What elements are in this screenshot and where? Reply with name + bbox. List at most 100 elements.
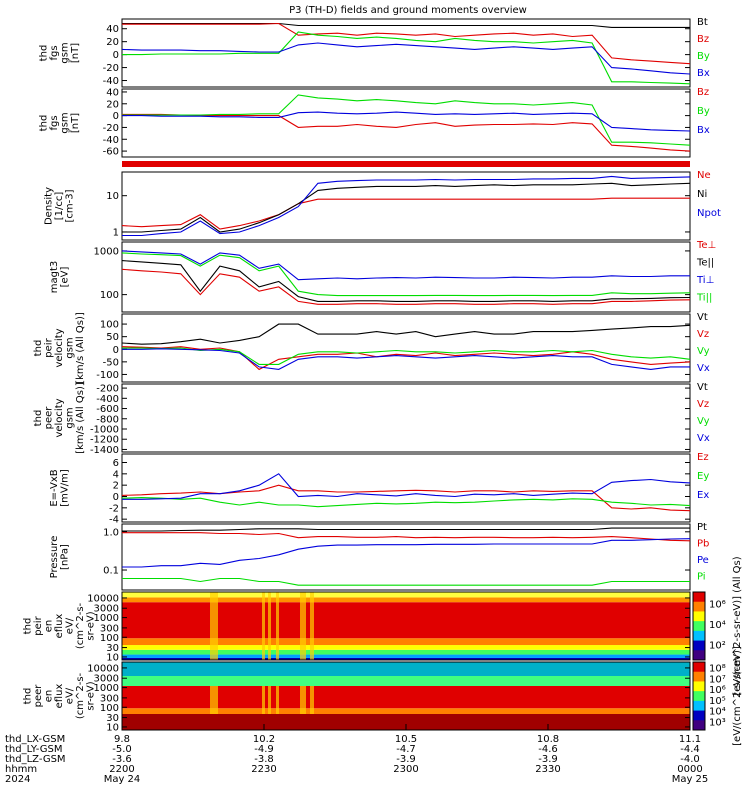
y-axis-label: thd: [33, 340, 44, 357]
y-axis-label: Density: [44, 187, 55, 225]
spectrogram-stripe: [210, 592, 218, 660]
colorbar-segment: [693, 662, 705, 673]
y-tick-label: 10000: [87, 663, 119, 674]
plot-title: P3 (TH-D) fields and ground moments over…: [289, 5, 527, 16]
x-row-label: 2024: [5, 774, 30, 785]
y-tick-label: -1200: [90, 435, 119, 446]
x-row-label: thd_LX-GSM: [5, 734, 65, 745]
spectrogram-stripe: [310, 662, 314, 730]
colorbar-segment: [693, 691, 705, 702]
panel-1: 40 20 0 -20 -40 thd fgs gsm [nT] Bt Bz By Bx: [38, 17, 710, 88]
panel-3: 10 1 Density [1/cc] [cm-3] Ne Ni Npot: [44, 170, 721, 241]
colorbar-tick-label: 10⁶: [709, 685, 726, 696]
panel-frame: [121, 18, 691, 88]
y-tick-label: -4: [109, 515, 119, 526]
y-axis-label: en: [44, 690, 55, 703]
y-axis-label: peir: [33, 615, 44, 635]
spectrogram-band: [122, 638, 690, 646]
spectrogram-stripe: [276, 592, 279, 660]
y-tick-label: 100: [100, 703, 119, 714]
series-line-Ex: [122, 473, 691, 500]
y-axis-label: peir: [44, 337, 55, 357]
colorbar-segment: [693, 592, 705, 603]
legend-Vx: Vx: [697, 363, 710, 374]
legend-Vt: Vt: [697, 312, 708, 323]
spectrogram-stripe: [262, 592, 265, 660]
y-tick-label: 10: [106, 652, 119, 663]
y-tick-label: -1000: [90, 424, 119, 435]
y-tick-label: 50: [106, 332, 119, 343]
y-tick-label: 40: [106, 87, 119, 98]
panel-6: -200-400-600-800-1000-1200-1400 thd peer ve…: [33, 382, 710, 456]
colorbar-segment: [693, 630, 705, 642]
spectrogram-band: [122, 592, 690, 598]
series-line-Vt: [121, 323, 691, 345]
y-tick-label: -600: [96, 404, 119, 415]
y-tick-label: 0: [113, 345, 119, 356]
legend-Pi: Pi: [697, 572, 706, 583]
colorbar-tick-label: 10⁴: [709, 620, 726, 631]
x-tick-label: 10.2: [253, 734, 275, 745]
series-line-Te⊥: [121, 268, 691, 305]
series-line-Te||: [121, 260, 691, 302]
series-line-Ni: [122, 182, 691, 233]
legend-Ni: Ni: [697, 189, 707, 200]
panel-frame: [121, 383, 691, 453]
series-line-Pe: [122, 538, 691, 568]
legend-Ez: Ez: [697, 452, 709, 463]
spectrogram-stripe: [300, 592, 306, 660]
series-line-Ti⊥: [121, 250, 690, 281]
y-tick-label: 1000: [94, 613, 119, 624]
y-axis-label: [nT]: [70, 43, 81, 63]
x-tick-label: -5.0: [112, 744, 132, 755]
colorbar-segment: [693, 601, 705, 612]
x-tick-label: May 25: [672, 774, 709, 785]
y-tick-label: 10: [106, 191, 119, 202]
y-tick-label: 20: [106, 37, 119, 48]
y-axis-label: eV/: [65, 617, 76, 634]
legend-Vy: Vy: [697, 346, 710, 357]
colorbar-tick-label: 10²: [709, 641, 726, 652]
colorbar-tick-label: 10⁸: [709, 663, 726, 674]
legend-Ti||: Ti||: [696, 293, 712, 304]
spectrogram-top-band: [122, 662, 690, 676]
series-line-Vy: [122, 347, 691, 365]
y-axis-label: thd: [38, 45, 49, 62]
y-axis-label: thd: [33, 410, 44, 427]
y-axis-label: thd: [23, 618, 34, 635]
y-tick-label: 30: [106, 713, 119, 724]
legend-Te||: Te||: [696, 258, 714, 269]
spectrogram-band: [122, 645, 690, 650]
x-tick-label: 10.5: [395, 734, 417, 745]
x-tick-label: 10.8: [537, 734, 559, 745]
spectrogram-band: [122, 708, 690, 716]
y-tick-label: 300: [100, 623, 119, 634]
spectrogram-band: [122, 649, 690, 655]
x-tick-label: 9.8: [114, 734, 130, 745]
panel-frame: [121, 313, 691, 383]
spectrogram-stripe: [262, 662, 265, 730]
y-tick-label: -40: [103, 135, 119, 146]
y-tick-label: -800: [96, 414, 119, 425]
legend-Bz: Bz: [697, 87, 709, 98]
legend-Bz: Bz: [697, 34, 709, 45]
spectrogram-upper-band: [122, 676, 690, 686]
legend-Vy: Vy: [697, 416, 710, 427]
y-axis-label: (cm^2-s-: [75, 602, 86, 649]
y-tick-label: 1000: [94, 246, 119, 257]
series-line-Pb: [122, 532, 691, 542]
y-axis-label: peer: [44, 406, 55, 430]
colorbar-tick-label: 10⁷: [709, 674, 726, 685]
x-tick-label: -4.7: [396, 744, 416, 755]
colorbar-tick-label: 10⁶: [709, 599, 726, 610]
legend-By: By: [697, 51, 710, 62]
colorbar-tick-label: 10⁴: [709, 707, 726, 718]
y-tick-label: -100: [96, 370, 119, 381]
series-line-Bz: [122, 113, 691, 152]
y-axis-label: Pressure: [49, 536, 60, 579]
y-axis-label: eflux: [54, 684, 65, 709]
y-tick-label: -40: [103, 76, 119, 87]
